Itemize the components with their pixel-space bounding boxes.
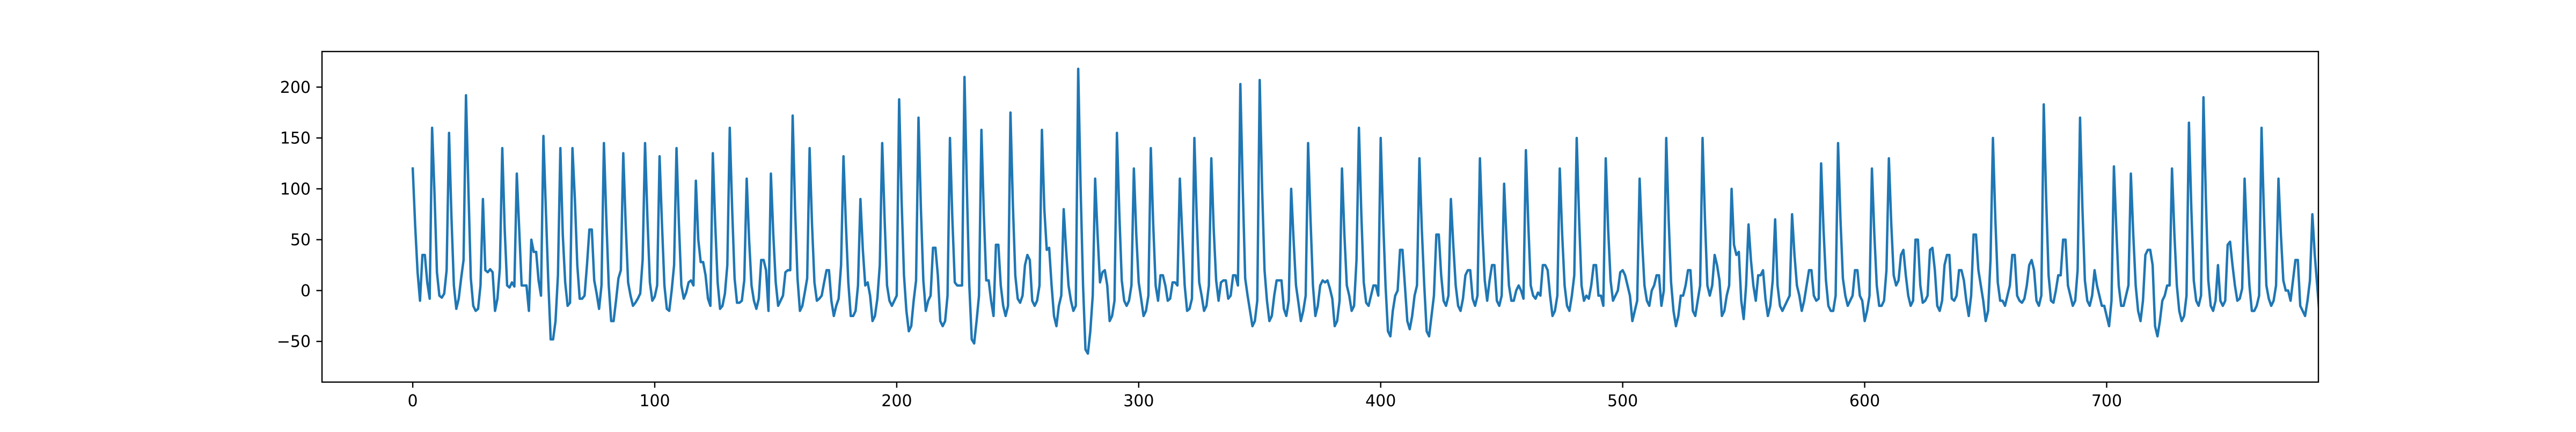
y-tick-label: 50 bbox=[290, 231, 311, 250]
x-tick-label: 200 bbox=[881, 392, 912, 411]
y-tick-label: 150 bbox=[280, 129, 311, 148]
series-line-0 bbox=[411, 67, 2318, 355]
x-tick-label: 500 bbox=[1607, 392, 1638, 411]
x-tick-label: 100 bbox=[639, 392, 670, 411]
y-tick-label: 200 bbox=[280, 78, 311, 97]
x-tick-label: 400 bbox=[1365, 392, 1396, 411]
y-tick-label: −50 bbox=[277, 333, 311, 352]
axes-frame bbox=[321, 50, 2319, 383]
x-tick-label: 300 bbox=[1123, 392, 1154, 411]
axes: 0 100 200 300 400 500 600 700 −50 0 50 100 150 200 bbox=[277, 50, 2319, 411]
y-tick-label: 0 bbox=[301, 282, 311, 301]
x-tick-label: 0 bbox=[408, 392, 418, 411]
x-tick-label: 700 bbox=[2091, 392, 2122, 411]
plot-area bbox=[411, 67, 2318, 355]
x-tick-label: 600 bbox=[1849, 392, 1880, 411]
y-tick-label: 100 bbox=[280, 180, 311, 199]
